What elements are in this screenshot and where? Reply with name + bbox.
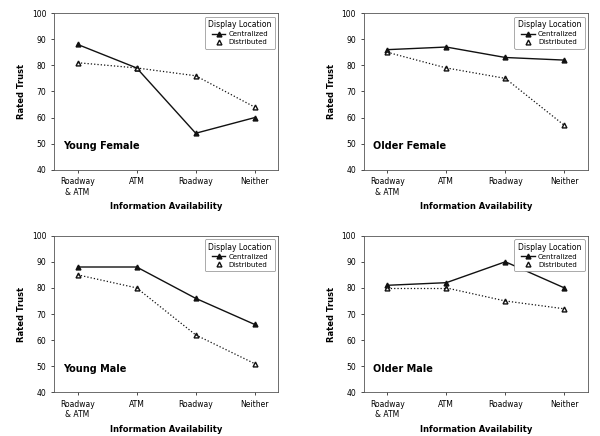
- Legend: Centralized, Distributed: Centralized, Distributed: [514, 239, 584, 271]
- Centralized: [192, 131, 199, 136]
- Text: Young Female: Young Female: [63, 141, 140, 151]
- Line: Distributed: Distributed: [385, 50, 567, 128]
- Legend: Centralized, Distributed: Centralized, Distributed: [205, 17, 275, 49]
- Centralized: [192, 296, 199, 301]
- Distributed: [383, 285, 391, 290]
- Centralized: [74, 42, 81, 47]
- Y-axis label: Rated Trust: Rated Trust: [17, 64, 26, 119]
- Line: Centralized: Centralized: [385, 44, 567, 62]
- Line: Centralized: Centralized: [385, 259, 567, 290]
- Centralized: [74, 264, 81, 269]
- Legend: Centralized, Distributed: Centralized, Distributed: [514, 17, 584, 49]
- Distributed: [251, 105, 259, 110]
- Line: Distributed: Distributed: [75, 272, 257, 366]
- Distributed: [251, 361, 259, 366]
- Y-axis label: Rated Trust: Rated Trust: [327, 286, 336, 341]
- Distributed: [383, 50, 391, 55]
- Centralized: [561, 58, 568, 63]
- Distributed: [502, 298, 509, 303]
- X-axis label: Information Availability: Information Availability: [110, 202, 223, 211]
- Distributed: [74, 272, 81, 277]
- Centralized: [251, 115, 259, 120]
- Centralized: [133, 264, 140, 269]
- Line: Centralized: Centralized: [75, 265, 257, 327]
- Y-axis label: Rated Trust: Rated Trust: [327, 64, 336, 119]
- Centralized: [502, 259, 509, 264]
- Distributed: [443, 65, 450, 71]
- Distributed: [443, 285, 450, 290]
- Centralized: [251, 322, 259, 327]
- Distributed: [192, 73, 199, 78]
- Distributed: [561, 123, 568, 128]
- Text: Young Male: Young Male: [63, 364, 127, 374]
- Line: Distributed: Distributed: [75, 60, 257, 109]
- Line: Centralized: Centralized: [75, 42, 257, 136]
- Distributed: [133, 65, 140, 71]
- X-axis label: Information Availability: Information Availability: [419, 425, 532, 434]
- Y-axis label: Rated Trust: Rated Trust: [17, 286, 26, 341]
- X-axis label: Information Availability: Information Availability: [110, 425, 223, 434]
- Line: Distributed: Distributed: [385, 286, 567, 311]
- Distributed: [74, 60, 81, 65]
- Text: Older Female: Older Female: [373, 141, 446, 151]
- Centralized: [133, 65, 140, 71]
- Centralized: [383, 47, 391, 52]
- Centralized: [383, 283, 391, 288]
- Centralized: [443, 44, 450, 50]
- Distributed: [192, 332, 199, 337]
- Centralized: [561, 285, 568, 290]
- X-axis label: Information Availability: Information Availability: [419, 202, 532, 211]
- Centralized: [443, 280, 450, 285]
- Distributed: [502, 76, 509, 81]
- Text: Older Male: Older Male: [373, 364, 433, 374]
- Legend: Centralized, Distributed: Centralized, Distributed: [205, 239, 275, 271]
- Distributed: [561, 306, 568, 311]
- Distributed: [133, 285, 140, 290]
- Centralized: [502, 55, 509, 60]
